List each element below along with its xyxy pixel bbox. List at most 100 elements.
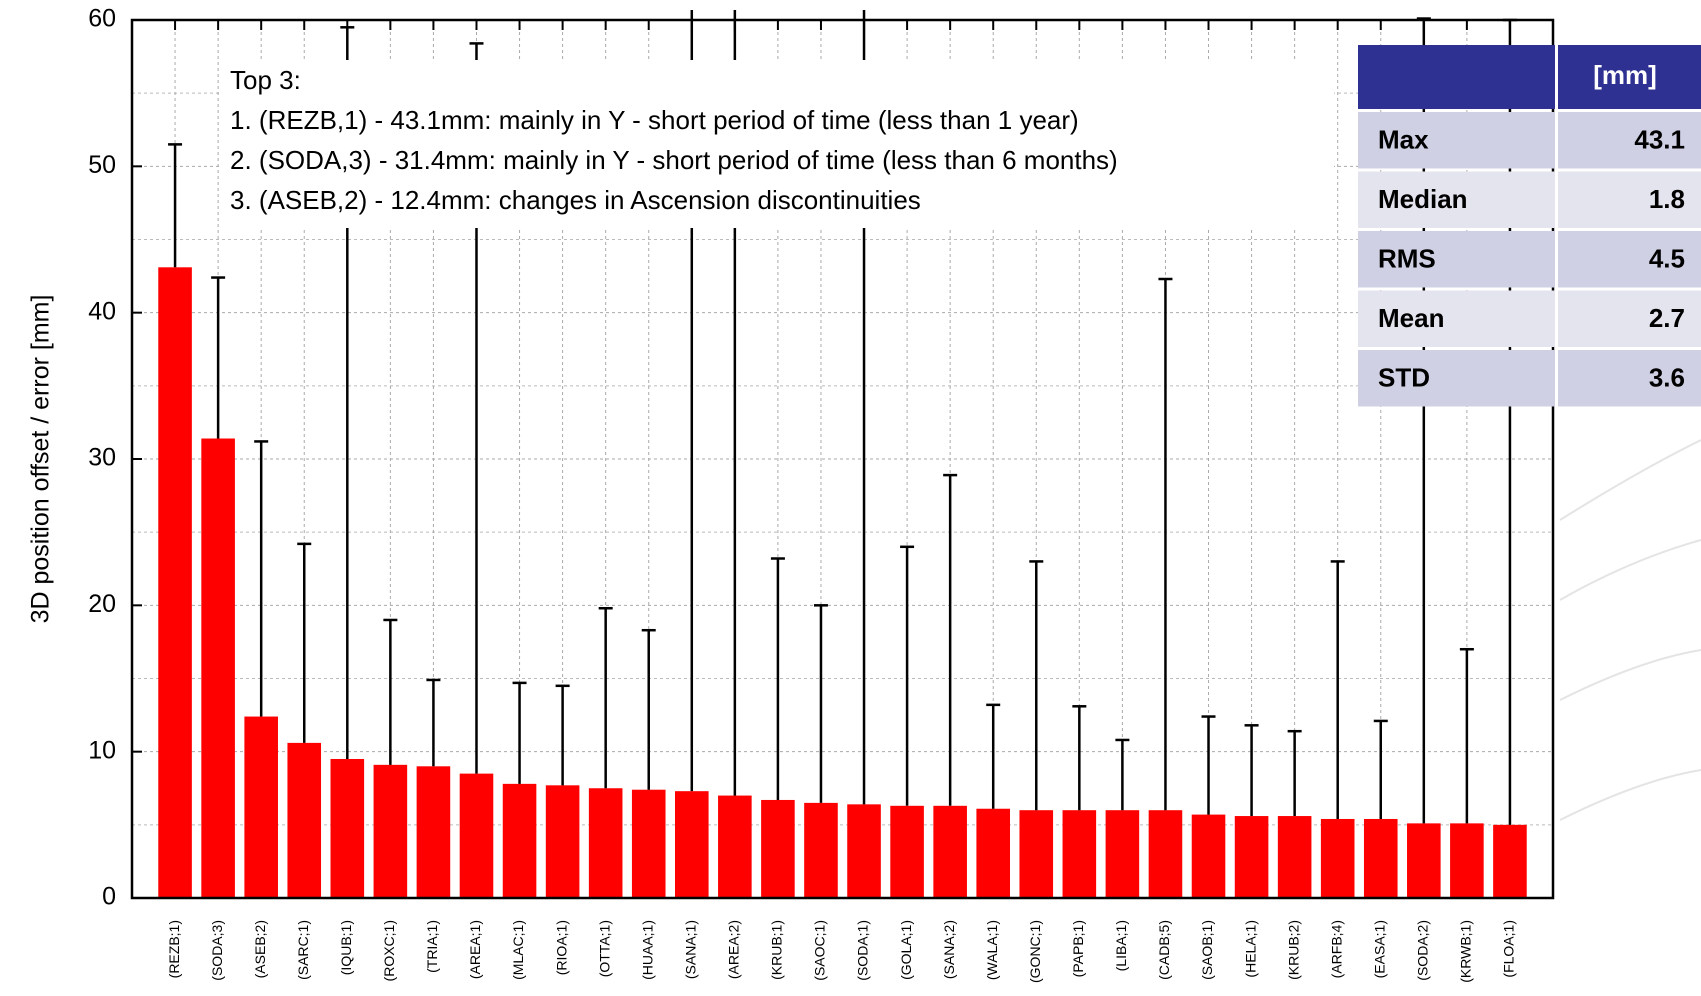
table-cell <box>1358 112 1555 169</box>
table-cell <box>1558 112 1701 169</box>
y-tick-label: 10 <box>88 736 116 764</box>
bar <box>890 805 924 898</box>
error-bar <box>211 276 226 439</box>
error-bar <box>168 143 183 268</box>
table-cell <box>1358 290 1555 347</box>
bar <box>1062 810 1097 898</box>
error-bar <box>383 618 398 765</box>
bar <box>588 788 623 898</box>
error-bar <box>1459 647 1474 824</box>
x-tick-label: (SODA;3) <box>209 920 225 981</box>
x-tick-label: (ASEB;2) <box>252 920 268 978</box>
bar <box>674 791 709 898</box>
x-tick-label: (HUAA;1) <box>639 920 655 980</box>
table-row-label: Max <box>1378 125 1429 155</box>
error-bar <box>1330 560 1345 819</box>
y-tick-label: 40 <box>88 297 116 325</box>
table-value: 1.8 <box>1649 184 1685 214</box>
x-tick-label: (PAPB;1) <box>1070 920 1086 977</box>
y-tick-label: 0 <box>102 883 116 911</box>
x-tick-label: (EASA;1) <box>1371 920 1387 978</box>
bar <box>373 764 408 898</box>
table-header <box>1358 45 1555 109</box>
table-column-header: [mm] <box>1593 60 1657 90</box>
error-bar <box>1373 719 1388 819</box>
bar <box>1191 814 1226 898</box>
table-cell <box>1358 350 1555 407</box>
bar <box>459 773 494 898</box>
table-row-label: Mean <box>1378 303 1444 333</box>
x-tick-label: (AREA;2) <box>726 920 742 979</box>
table-row-label: STD <box>1378 363 1430 393</box>
bar <box>804 802 838 898</box>
table-cell <box>1558 231 1701 288</box>
bar <box>244 716 278 898</box>
x-tick-label: (REZB;1) <box>166 920 182 978</box>
x-tick-label: (KRWB;1) <box>1458 920 1474 983</box>
error-bar <box>900 545 915 806</box>
x-tick-label: (RIOA;1) <box>553 920 569 975</box>
x-tick-label: (SARC;1) <box>295 920 311 980</box>
error-bar <box>813 604 828 803</box>
annotation-line: 1. (REZB,1) - 43.1mm: mainly in Y - shor… <box>230 105 1079 135</box>
background-decoration <box>1559 439 1701 821</box>
x-tick-label: (OTTA;1) <box>596 920 612 977</box>
x-tick-label: (GONC;1) <box>1027 920 1043 983</box>
error-bar <box>297 542 312 743</box>
table-header <box>1558 45 1701 109</box>
bar <box>158 267 192 898</box>
annotation-box <box>222 60 1334 228</box>
error-bar <box>1115 738 1130 811</box>
error-bar <box>254 440 269 717</box>
error-bar <box>943 473 958 806</box>
bar <box>718 795 752 898</box>
x-tick-label: (ROXC;1) <box>381 920 397 981</box>
bar <box>416 766 451 898</box>
plot-frame <box>130 18 1555 900</box>
x-tick-label: (FLOA;1) <box>1501 920 1517 978</box>
bar <box>1019 810 1054 898</box>
bar <box>1363 818 1398 898</box>
x-tick-label: (SODA;2) <box>1415 920 1431 981</box>
bar <box>1105 810 1140 898</box>
table-cell <box>1358 171 1555 228</box>
table-cell <box>1558 171 1701 228</box>
bar <box>1450 823 1484 898</box>
x-tick-label: (SANA;1) <box>682 920 698 979</box>
bar <box>933 805 967 898</box>
y-tick-label: 20 <box>88 590 116 618</box>
bar <box>1277 816 1312 898</box>
error-bar <box>770 557 785 800</box>
bar <box>976 808 1011 898</box>
error-bar <box>986 703 1001 809</box>
x-tick-label: (IQUB;1) <box>338 920 354 975</box>
y-axis-label: 3D position offset / error [mm] <box>27 295 55 624</box>
bar <box>847 804 881 898</box>
x-tick-label: (KRUB;2) <box>1285 920 1301 980</box>
x-tick-label: (KRUB;1) <box>769 920 785 980</box>
bar <box>502 783 537 898</box>
x-tick-label: (GOLA;1) <box>898 920 914 980</box>
x-tick-label: (LIBA;1) <box>1113 920 1129 971</box>
annotation-line: Top 3: <box>230 65 301 95</box>
table-value: 2.7 <box>1649 303 1685 333</box>
error-bar <box>1287 729 1302 817</box>
error-bar <box>1029 560 1044 811</box>
bar <box>1148 810 1183 898</box>
bar <box>1320 818 1355 898</box>
x-tick-label: (SAOB;1) <box>1199 920 1215 980</box>
table-value: 43.1 <box>1634 125 1685 155</box>
bar <box>201 438 235 898</box>
bar <box>631 789 666 898</box>
x-tick-label: (WALA;1) <box>984 920 1000 980</box>
error-bar <box>641 628 656 790</box>
annotation-line: 3. (ASEB,2) - 12.4mm: changes in Ascensi… <box>230 185 921 215</box>
bar <box>761 799 795 898</box>
x-tick-label: (ARFB;4) <box>1328 920 1344 978</box>
error-bar <box>512 681 527 784</box>
error-bar <box>426 678 441 767</box>
x-tick-label: (SAOC;1) <box>812 920 828 981</box>
error-bar <box>1072 705 1087 811</box>
y-tick-label: 30 <box>88 444 116 472</box>
